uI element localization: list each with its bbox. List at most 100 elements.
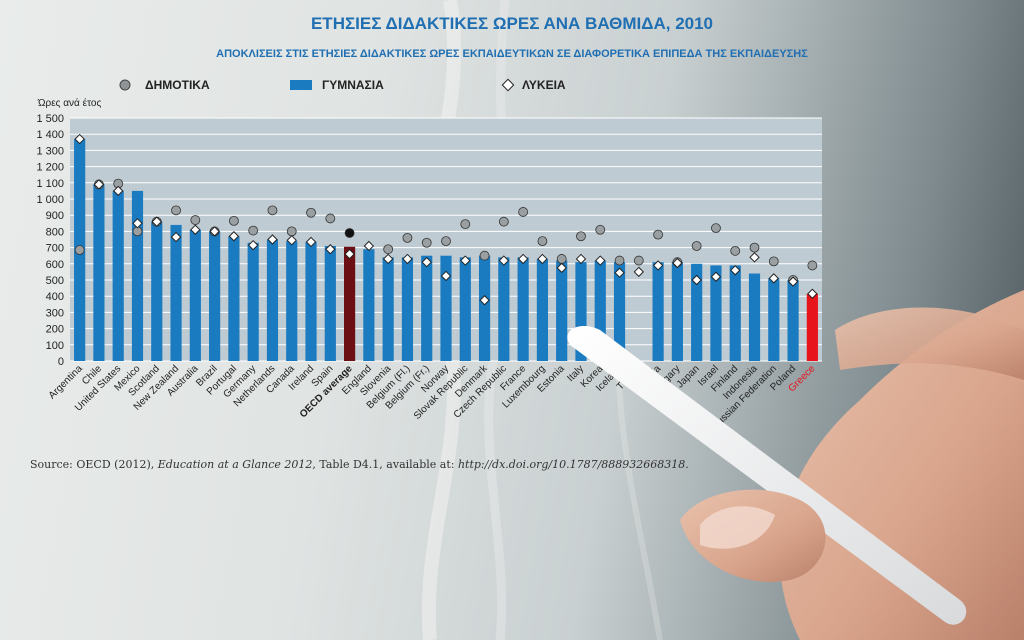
- y-tick-label: 1 000: [36, 194, 64, 206]
- bar: [363, 249, 375, 361]
- bar: [189, 229, 201, 361]
- bar: [440, 255, 452, 361]
- primary-point: [248, 225, 259, 236]
- primary-point: [614, 255, 625, 266]
- upper-secondary-point: [556, 262, 567, 274]
- bar: [131, 190, 144, 361]
- primary-point: [190, 215, 201, 225]
- bar: [748, 273, 761, 361]
- upper-secondary-point: [730, 265, 741, 276]
- bar: [459, 257, 471, 361]
- primary-point: [595, 224, 606, 235]
- upper-secondary-point: [325, 244, 336, 255]
- primary-point: [498, 216, 509, 227]
- upper-secondary-point: [151, 216, 162, 227]
- legend-circle-marker: [119, 79, 131, 91]
- primary-point: [460, 219, 471, 230]
- upper-secondary-point: [112, 185, 124, 197]
- primary-point: [171, 205, 181, 216]
- y-tick-label: 0: [58, 356, 64, 368]
- source-prefix: Source: OECD (2012),: [30, 458, 158, 471]
- y-tick-label: 700: [46, 243, 64, 255]
- primary-point: [421, 237, 432, 248]
- upper-secondary-point: [344, 248, 355, 260]
- source-suffix: .: [685, 458, 689, 471]
- primary-point: [711, 223, 721, 234]
- legend-diamond-marker: [501, 78, 515, 92]
- primary-point: [286, 226, 297, 237]
- bar: [729, 265, 741, 361]
- upper-secondary-point: [749, 252, 760, 263]
- legend-label-upper-secondary: ΛΥΚΕΙΑ: [522, 78, 566, 92]
- upper-secondary-point: [479, 295, 490, 306]
- primary-point: [518, 207, 529, 217]
- primary-point: [306, 207, 316, 218]
- primary-point: [344, 228, 355, 238]
- primary-point: [267, 205, 278, 216]
- bar: [671, 262, 683, 361]
- y-tick-label: 200: [46, 324, 64, 336]
- y-tick-label: 1 400: [36, 129, 64, 141]
- primary-point: [74, 245, 85, 255]
- primary-point: [653, 229, 664, 240]
- legend-bar-marker: [290, 80, 312, 90]
- primary-point: [228, 215, 239, 226]
- bar: [478, 255, 491, 361]
- upper-secondary-point: [460, 255, 471, 266]
- upper-secondary-point: [710, 271, 722, 282]
- source-link[interactable]: http://dx.doi.org/10.1787/888932668318: [457, 458, 686, 471]
- upper-secondary-point: [517, 253, 529, 265]
- bar: [613, 262, 626, 361]
- bar: [382, 257, 394, 361]
- primary-point: [383, 244, 394, 255]
- upper-secondary-point: [787, 276, 799, 287]
- bar: [498, 257, 510, 361]
- primary-point: [730, 245, 741, 256]
- bar: [806, 293, 818, 361]
- legend-label-primary: ΔΗΜΟΤΙΚΑ: [145, 78, 210, 92]
- bar-chart: ΔΗΜΟΤΙΚΑ ΓΥΜΝΑΣΙΑ ΛΥΚΕΙΑ Ώρες ανά έτος 0…: [36, 78, 822, 433]
- primary-point: [556, 254, 567, 264]
- upper-secondary-point: [537, 253, 548, 265]
- upper-secondary-point: [614, 267, 625, 278]
- bar: [691, 263, 703, 361]
- bar: [787, 280, 799, 361]
- upper-secondary-point: [286, 235, 297, 246]
- bar: [343, 246, 356, 361]
- primary-point: [807, 260, 818, 271]
- source-note: Source: OECD (2012), Education at a Glan…: [30, 458, 689, 471]
- upper-secondary-point: [190, 224, 201, 235]
- y-tick-label: 400: [46, 291, 64, 303]
- bar: [556, 260, 568, 361]
- upper-secondary-point: [633, 266, 645, 278]
- primary-point: [768, 256, 779, 267]
- chart-subtitle: ΑΠΟΚΛΙΣΕΙΣ ΣΤΙΣ ΕΤΗΣΙΕΣ ΔΙΔΑΚΤΙΚΕΣ ΩΡΕΣ …: [216, 48, 808, 60]
- upper-secondary-point: [672, 257, 683, 269]
- x-tick-label: Japan: [675, 363, 702, 390]
- upper-secondary-point: [440, 270, 452, 282]
- y-tick-label: 1 300: [36, 145, 64, 157]
- y-tick-label: 100: [46, 340, 64, 352]
- legend: ΔΗΜΟΤΙΚΑ ΓΥΜΝΑΣΙΑ ΛΥΚΕΙΑ: [119, 78, 566, 92]
- upper-secondary-point: [363, 240, 375, 252]
- bar: [112, 190, 124, 361]
- bar: [517, 257, 529, 361]
- bar: [768, 278, 780, 361]
- bar: [324, 245, 336, 361]
- bar: [421, 255, 433, 361]
- bar: [652, 262, 664, 361]
- bar: [151, 221, 163, 361]
- y-tick-label: 600: [46, 259, 64, 271]
- y-tick-label: 500: [46, 275, 64, 287]
- upper-secondary-point: [74, 133, 85, 145]
- y-tick-label: 1 200: [36, 162, 64, 174]
- y-tick-label: 800: [46, 226, 64, 238]
- source-publication: Education at a Glance 2012: [157, 458, 313, 471]
- chart-title: ΕΤΗΣΙΕΣ ΔΙΔΑΚΤΙΚΕΣ ΩΡΕΣ ΑΝΑ ΒΑΘΜΙΔΑ, 201…: [310, 14, 714, 33]
- upper-secondary-point: [768, 273, 780, 284]
- primary-point: [537, 236, 548, 247]
- upper-secondary-point: [209, 226, 220, 237]
- y-tick-label: 900: [46, 210, 64, 222]
- upper-secondary-point: [421, 256, 432, 268]
